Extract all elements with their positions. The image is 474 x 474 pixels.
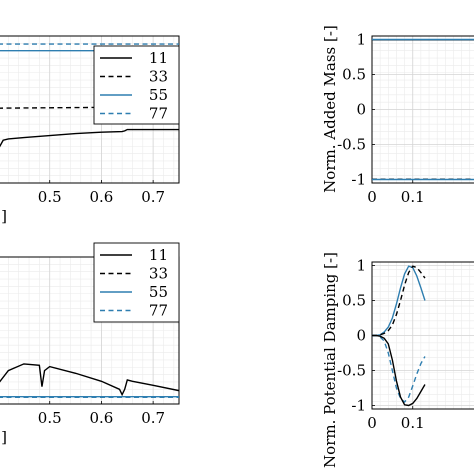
y-tick-label: 0.5 [342,66,366,84]
legend-label: 11 [149,49,168,67]
y-tick-label: -0.5 [337,136,366,154]
x-tick-label: 0 [367,188,377,206]
x-axis-label-fragment: ] [1,428,7,446]
legend-label: 55 [149,86,168,104]
legend-box [93,242,180,323]
y-tick-label: 1 [356,31,366,49]
series-line-br-3 [372,334,426,407]
legend-label: 33 [149,265,168,283]
y-tick-label: -1 [351,171,366,189]
legend-label: 77 [149,302,168,320]
series-group-bl [0,363,179,399]
series-line-33 [0,106,179,109]
series-line-br-1 [372,265,426,337]
y-tick-label: -0.5 [337,362,366,380]
series-group-tr [372,38,474,181]
x-tick-label: 0.5 [38,188,62,206]
x-tick-label: 0.1 [401,188,425,206]
y-tick-label: -1 [351,397,366,415]
legend-box [93,45,180,125]
panel-tr: 0 0.1 1 0.5 0 -0.5 -1 Norm. Added Mass [-] [321,25,474,206]
y-axis-label: Norm. Potential Damping [-] [321,252,339,468]
legend-label: 77 [149,105,168,123]
series-line-11 [0,363,179,397]
x-tick-label: 0.7 [141,188,165,206]
grid-br [372,262,474,409]
axes-box-bl [0,256,180,405]
x-tick-label: 0 [367,414,377,432]
panel-br: 0 0.1 1 0.5 0 -0.5 -1 Norm. Potential Damping [… [321,252,474,468]
x-tick-label: 0.6 [89,409,113,427]
series-group-br [372,265,426,407]
legend-label: 55 [149,283,168,301]
legend-label: 33 [149,68,168,86]
series-line-br-2 [372,334,426,403]
y-tick-label: 0 [356,327,366,345]
legend-label: 11 [149,246,168,264]
grid-tr [372,36,474,183]
y-tick-label: 0.5 [342,292,366,310]
y-axis-label: Norm. Added Mass [-] [321,25,339,193]
x-tick-label: 0.5 [38,409,62,427]
x-tick-label: 0.1 [401,414,425,432]
y-tick-label: 1 [356,257,366,275]
y-tick-label: 0 [356,101,366,119]
x-tick-label: 0.6 [89,188,113,206]
x-axis-label-fragment: ] [1,207,7,225]
x-tick-label: 0.7 [141,409,165,427]
series-line-11 [0,128,179,148]
